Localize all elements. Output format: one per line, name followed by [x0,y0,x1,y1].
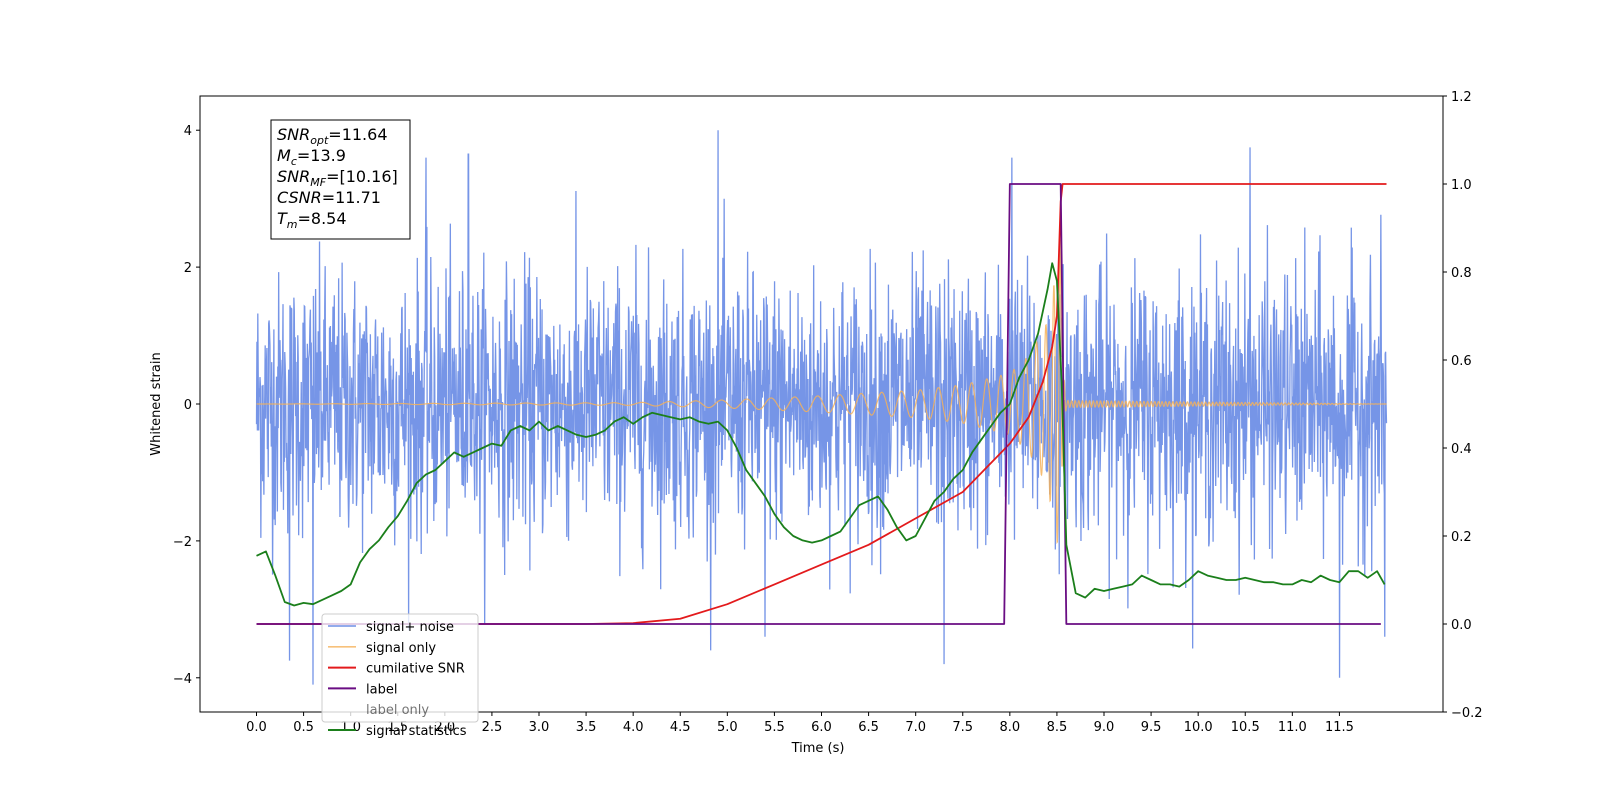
annotation-line: Tm=8.54 [277,209,347,231]
legend-label: signal+ noise [366,620,454,635]
series-signal-noise-line [255,130,1388,685]
x-axis: 0.0 0.5 1.0 1.5 2.0 2.5 3.0 3.5 4.0 4.5 5.0 5.5 6.0 6… [246,712,1354,735]
y2-tick-label: 0.0 [1451,618,1472,633]
y2-tick-label: 1.0 [1451,178,1472,193]
x-tick-label: 9.5 [1141,720,1162,735]
annotation-line: Mc=13.9 [277,146,346,168]
x-tick-label: 8.5 [1047,720,1068,735]
x-tick-label: 3.0 [529,720,550,735]
legend-label: signal statistics [366,724,467,739]
series-signal-only-line [256,239,1387,545]
lines-layer [256,183,1387,625]
y-tick-label: −4 [173,672,192,687]
y-axis-label: Whitened strain [149,352,164,455]
x-tick-label: 3.5 [576,720,597,735]
x-tick-label: 6.5 [858,720,879,735]
x-tick-label: 7.0 [905,720,926,735]
x-tick-label: 8.0 [999,720,1020,735]
x-tick-label: 5.0 [717,720,738,735]
y-tick-label: 0 [184,398,192,413]
chirp-layer [256,239,1387,545]
annotation-line: SNRMF=[10.16] [277,167,398,189]
x-axis-label: Time (s) [791,741,845,756]
annotation-box: SNRopt=11.64Mc=13.9SNRMF=[10.16]CSNR=11.… [270,119,411,240]
annotation-frame [270,119,411,240]
annotation-line: SNRopt=11.64 [277,125,388,147]
y2-tick-label: 0.2 [1451,530,1472,545]
y2-tick-label: −0.2 [1451,706,1483,721]
x-tick-label: 4.0 [623,720,644,735]
y2-tick-label: 0.6 [1451,354,1472,369]
series-signal-statistics-line [256,262,1386,607]
x-tick-label: 1.0 [340,720,361,735]
x-tick-label: 6.0 [811,720,832,735]
y-tick-label: 2 [184,261,192,276]
legend-label: label only [366,703,429,718]
x-tick-label: 10.5 [1231,720,1260,735]
y2-tick-label: 0.4 [1451,442,1472,457]
x-tick-label: 7.5 [952,720,973,735]
y-axis-left: −4 −2 0 2 4 [173,124,200,687]
legend-label: signal only [366,641,436,656]
y2-tick-label: 0.8 [1451,266,1472,281]
y-axis-right: −0.2 0.0 0.2 0.4 0.6 0.8 1.0 1.2 [1443,90,1483,721]
x-tick-label: 9.0 [1094,720,1115,735]
x-tick-label: 0.5 [293,720,314,735]
y2-tick-label: 1.2 [1451,90,1472,105]
legend: signal+ noise signal only cumilative SNR la… [321,613,479,739]
legend-label: cumilative SNR [366,662,465,677]
x-tick-label: 10.0 [1184,720,1213,735]
x-tick-label: 0.0 [246,720,267,735]
x-tick-label: 11.0 [1278,720,1307,735]
x-tick-label: 2.5 [482,720,503,735]
x-tick-label: 2.0 [434,720,455,735]
x-tick-label: 1.5 [387,720,408,735]
annotation-line: CSNR=11.71 [277,188,381,207]
legend-frame [321,613,479,723]
x-tick-label: 5.5 [764,720,785,735]
y-tick-label: 4 [184,124,192,139]
y-tick-label: −2 [173,535,192,550]
noise-layer [255,130,1388,685]
x-tick-label: 11.5 [1325,720,1354,735]
x-tick-label: 4.5 [670,720,691,735]
series-label-line [256,183,1381,625]
legend-label: label [366,682,397,697]
